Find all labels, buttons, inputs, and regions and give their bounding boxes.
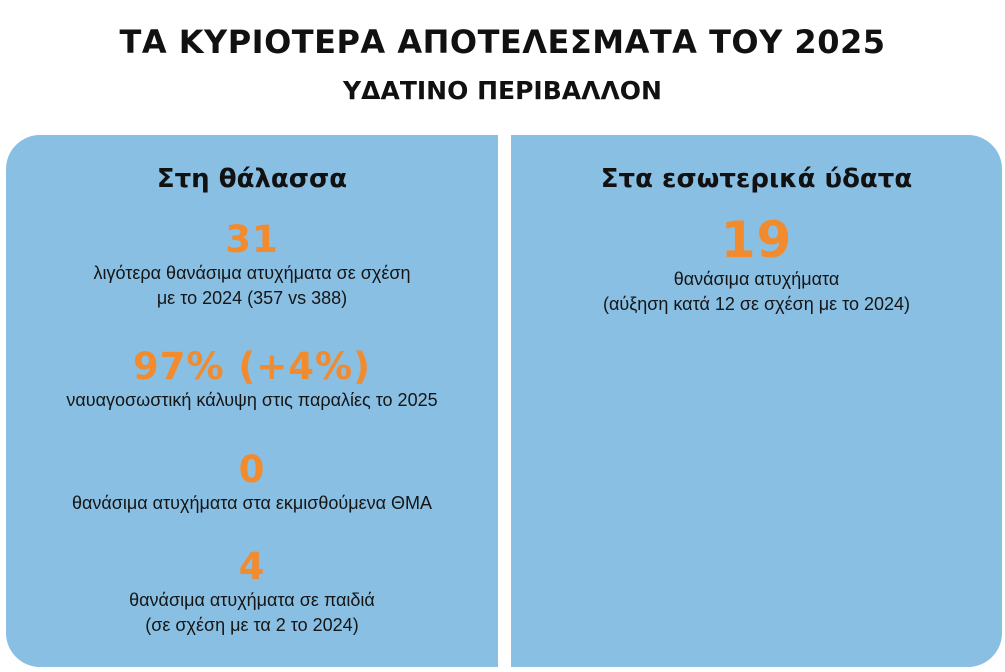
stat-description: θανάσιμα ατυχήματα [673,269,840,289]
stat-description: (σε σχέση με τα 2 το 2024) [145,615,359,635]
stat-value: 19 [720,211,793,269]
stat-value: 0 [238,448,266,491]
page-title: ΤΑ ΚΥΡΙΟΤΕΡΑ ΑΠΟΤΕΛΕΣΜΑΤΑ ΤΟΥ 2025 [119,23,886,61]
sea-stat-lifeguard-coverage: 97% (+4%) ναυαγοσωστική κάλυψη στις παρα… [6,346,498,413]
sea-stat-fewer-fatal-accidents: 31 λιγότερα θανάσιμα ατυχήματα σε σχέση … [6,219,498,311]
inland-panel-heading: Στα εσωτερικά ύδατα [600,164,913,194]
stat-value: 97% (+4%) [132,345,372,388]
sea-panel-heading: Στη θάλασσα [156,164,348,194]
stat-value: 31 [225,218,279,261]
stat-description: με το 2024 (357 vs 388) [156,288,348,308]
stat-description: θανάσιμα ατυχήματα στα εκμισθούμενα ΘΜΑ [71,493,433,513]
stat-description: λιγότερα θανάσιμα ατυχήματα σε σχέση [93,263,411,283]
page-subtitle: ΥΔΑΤΙΝΟ ΠΕΡΙΒΑΛΛΟΝ [343,76,662,105]
stat-value: 4 [238,545,266,588]
sea-stat-rented-beaches-accidents: 0 θανάσιμα ατυχήματα στα εκμισθούμενα ΘΜ… [6,449,498,516]
stat-description: θανάσιμα ατυχήματα σε παιδιά [129,590,375,610]
stat-description: ναυαγοσωστική κάλυψη στις παραλίες το 20… [66,390,438,410]
sea-stat-child-accidents: 4 θανάσιμα ατυχήματα σε παιδιά (σε σχέση… [6,546,498,638]
stat-description: (αύξηση κατά 12 σε σχέση με το 2024) [602,294,911,314]
inland-stat-fatal-accidents: 19 θανάσιμα ατυχήματα (αύξηση κατά 12 σε… [511,213,1002,317]
sea-panel: Στη θάλασσα 31 λιγότερα θανάσιμα ατυχήμα… [6,135,498,667]
inland-waters-panel: Στα εσωτερικά ύδατα 19 θανάσιμα ατυχήματ… [511,135,1002,667]
